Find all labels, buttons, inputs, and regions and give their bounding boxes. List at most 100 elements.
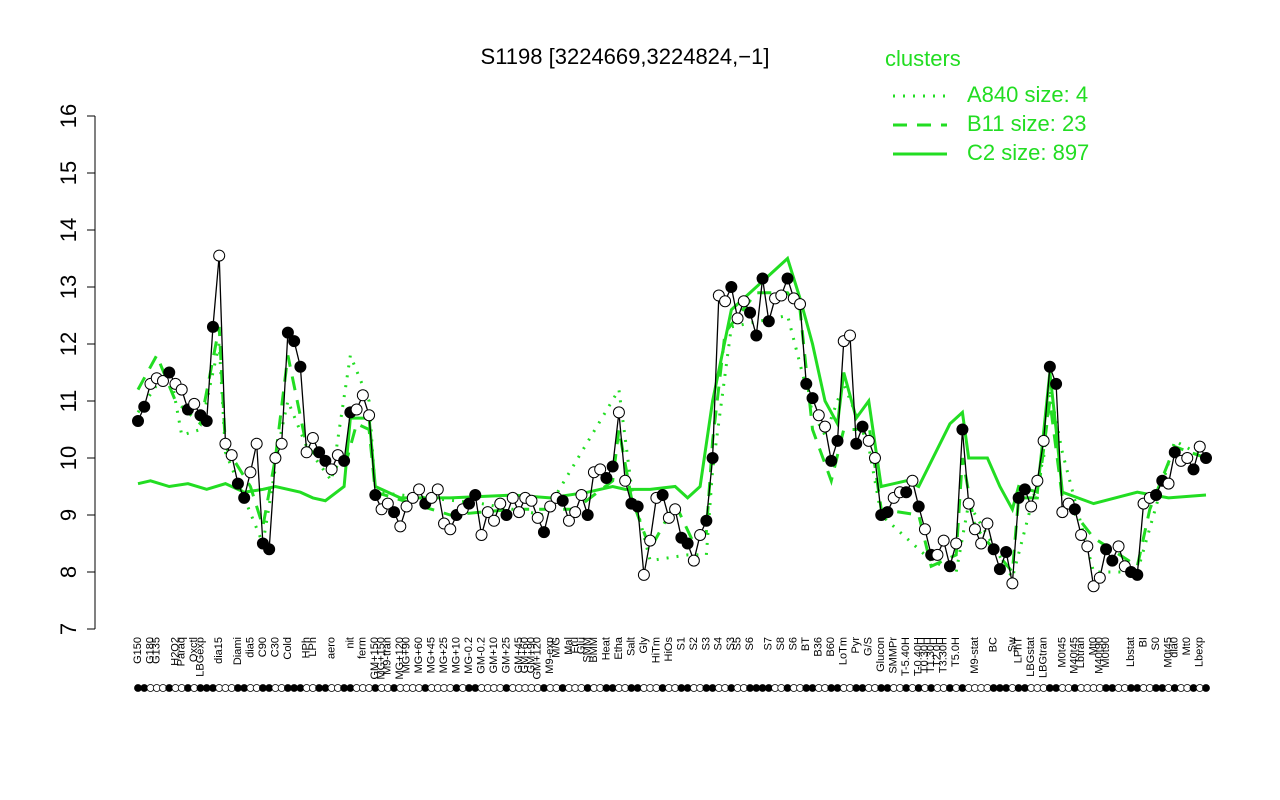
y-tick-label: 14 <box>56 218 81 242</box>
x-tick-label: GM+120 <box>532 637 544 680</box>
x-tick-label: T0.30H <box>919 637 931 673</box>
data-point <box>269 452 282 464</box>
data-point <box>475 528 488 541</box>
data-point <box>138 400 151 413</box>
x-tick-label: S6 <box>788 637 800 650</box>
data-point <box>219 437 232 450</box>
data-point <box>469 489 482 502</box>
x-tick-label: MG+10 <box>450 637 462 673</box>
x-tick-label: M0t45 <box>1162 637 1174 668</box>
data-point <box>1006 577 1019 590</box>
x-tick-label: MG+60 <box>413 637 425 673</box>
x-tick-label: M/G <box>550 637 562 658</box>
x-tick-label: S0 <box>1150 637 1162 650</box>
data-point <box>831 434 844 447</box>
data-point <box>662 511 675 524</box>
x-tick-label: GM+10 <box>488 637 500 673</box>
data-point <box>619 474 632 487</box>
data-point <box>238 491 251 504</box>
data-point <box>956 423 969 436</box>
data-point <box>263 543 276 556</box>
y-tick-label: 10 <box>56 446 81 470</box>
data-point <box>762 315 775 328</box>
data-point <box>1037 434 1050 447</box>
cluster-line <box>136 313 1207 582</box>
data-point <box>294 360 307 373</box>
data-point <box>156 375 169 388</box>
x-tick-label: HiOs <box>663 637 675 662</box>
x-tick-label: MG-0.2 <box>463 637 475 674</box>
y-tick-label: 16 <box>56 104 81 128</box>
y-tick-label: 7 <box>56 623 81 635</box>
data-point <box>975 537 988 550</box>
x-tick-label: M9-tran <box>382 637 394 675</box>
x-tick-label: GM+60 <box>519 637 531 673</box>
x-tick-label: dia5 <box>244 637 256 658</box>
x-tick-label: GM-0.2 <box>475 637 487 674</box>
x-tick-label: GM+150 <box>369 637 381 680</box>
x-tick-label: GM+90 <box>525 637 537 673</box>
x-tick-label: Oxctl <box>188 637 200 662</box>
data-point <box>1106 554 1119 567</box>
data-point <box>1025 500 1038 513</box>
data-point <box>350 403 363 416</box>
data-point <box>862 434 875 447</box>
data-point <box>562 514 575 527</box>
x-tick-label: M40t45 <box>1069 637 1081 674</box>
x-tick-label: MG+45 <box>425 637 437 673</box>
x-tick-label: GM+25 <box>500 637 512 673</box>
x-tick-label: T-0.40H <box>913 637 925 676</box>
x-tick-label: LPh <box>307 637 319 657</box>
x-tick-label: BI <box>1137 637 1149 647</box>
x-tick-label: Salt <box>625 637 637 656</box>
data-point <box>406 491 419 504</box>
data-point <box>775 289 788 302</box>
x-tick-label: S6 <box>744 637 756 650</box>
x-tick-label: Mal <box>563 637 575 655</box>
y-tick-label: 12 <box>56 332 81 356</box>
data-point <box>1181 452 1194 464</box>
x-tick-label: Lbstat <box>1125 637 1137 667</box>
y-tick-label: 15 <box>56 161 81 185</box>
data-point <box>868 452 881 464</box>
x-tick-label: Glu <box>575 637 587 654</box>
data-point <box>806 392 819 405</box>
x-tick-label: LPhT <box>1013 637 1025 664</box>
x-tick-label: SMM <box>582 637 594 663</box>
data-point <box>200 414 213 427</box>
expression-line <box>137 255 1207 588</box>
data-point <box>812 409 825 422</box>
y-tick-label: 8 <box>56 566 81 578</box>
x-tick-label: T2.0H <box>931 637 943 667</box>
data-point <box>381 497 394 510</box>
x-tick-label: MG+25 <box>438 637 450 673</box>
data-point <box>1093 571 1106 584</box>
x-tick-label: SMMPr <box>888 637 900 674</box>
data-point <box>669 503 682 516</box>
data-point <box>1131 568 1144 581</box>
x-tick-label: Lbexp <box>1194 637 1206 667</box>
data-point <box>1162 477 1175 490</box>
data-point <box>631 500 644 513</box>
data-point <box>569 506 582 519</box>
legend-label: C2 size: 897 <box>967 140 1089 165</box>
data-point <box>719 295 732 308</box>
x-tick-label: T3.30H <box>938 637 950 673</box>
x-tick-label: T5.0H <box>950 637 962 667</box>
x-tick-label: BT <box>800 637 812 651</box>
cluster-line <box>136 291 1207 576</box>
data-point <box>394 520 407 533</box>
x-tick-label: Paraq <box>176 637 188 666</box>
data-point <box>132 414 144 427</box>
x-tick-label: HiTm <box>650 637 662 663</box>
data-point <box>1168 446 1181 459</box>
x-tick-label: S2 <box>688 637 700 650</box>
x-tick-label: M0t90 <box>1100 637 1112 668</box>
data-point <box>606 460 619 473</box>
data-point <box>800 377 813 390</box>
data-point <box>338 454 351 467</box>
data-point <box>637 568 650 581</box>
data-point <box>431 483 444 496</box>
legend-title: clusters <box>885 46 961 71</box>
x-tick-label: LoTm <box>838 637 850 665</box>
